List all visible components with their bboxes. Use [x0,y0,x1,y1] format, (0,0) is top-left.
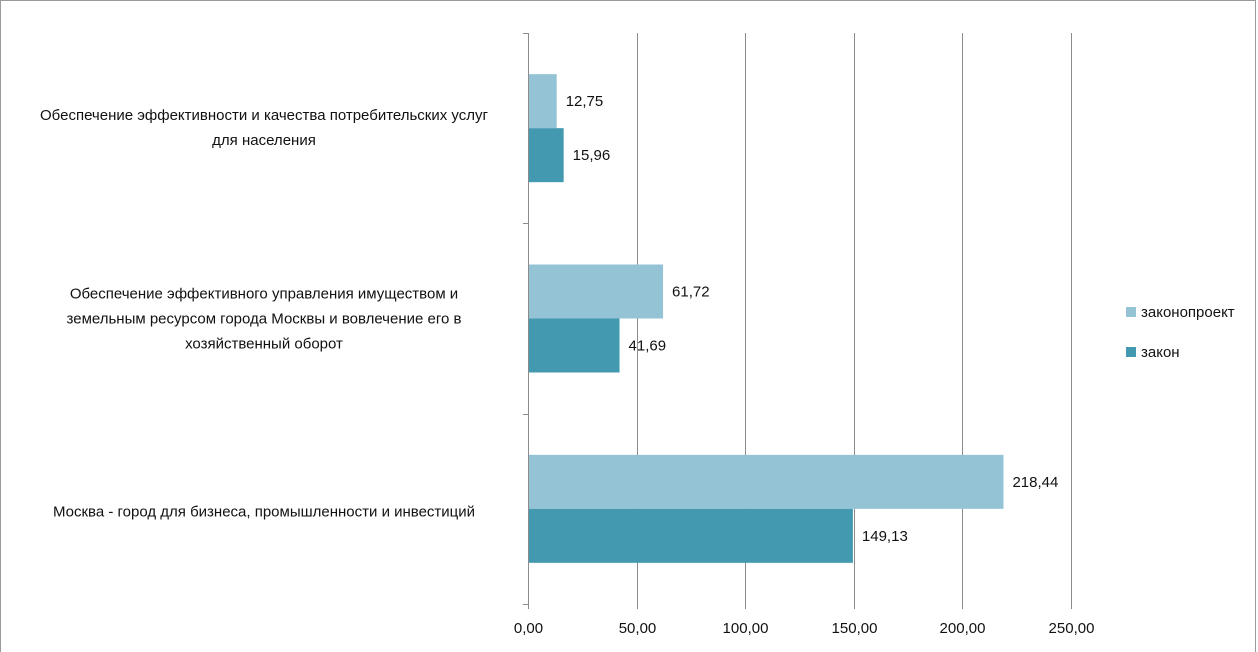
category-label-line: земельным ресурсом города Москвы и вовле… [66,310,462,328]
category-label-0: Обеспечение эффективности и качества пот… [14,103,514,153]
bar-законопроект [529,74,557,129]
legend-item-0: законопроект [1126,302,1235,322]
x-tick-label: 50,00 [619,620,657,637]
legend: законопроект закон [1126,302,1235,382]
legend-label: законопроект [1141,303,1235,321]
x-tick-label: 0,00 [514,620,543,637]
legend-swatch [1126,307,1136,317]
x-tick-label: 100,00 [723,620,769,637]
category-label-line: хозяйственный оборот [185,335,343,353]
data-label: 61,72 [672,284,710,301]
data-label: 218,44 [1012,474,1058,491]
data-label: 12,75 [566,93,604,110]
x-tick-label: 200,00 [940,620,986,637]
category-label-2: Москва - город для бизнеса, промышленнос… [14,500,514,525]
x-tick-label: 250,00 [1049,620,1095,637]
data-label: 41,69 [629,338,667,355]
data-label: 15,96 [573,147,611,164]
legend-item-1: закон [1126,342,1235,362]
category-label-line: Обеспечение эффективности и качества пот… [40,107,488,124]
legend-label: закон [1141,343,1180,361]
category-label-line: Москва - город для бизнеса, промышленнос… [52,503,476,521]
bar-закон [529,128,564,183]
category-label-line: Обеспечение эффективного управления имущ… [69,285,459,303]
bar-закон [529,508,853,563]
bar-закон [529,318,620,373]
bar-законопроект [529,264,664,319]
bar-законопроект [529,454,1004,509]
x-tick-label: 150,00 [832,620,878,637]
category-label-1: Обеспечение эффективного управления имущ… [14,282,514,357]
legend-swatch [1126,347,1136,357]
category-label-line: для населения [212,132,316,149]
data-label: 149,13 [862,528,908,545]
